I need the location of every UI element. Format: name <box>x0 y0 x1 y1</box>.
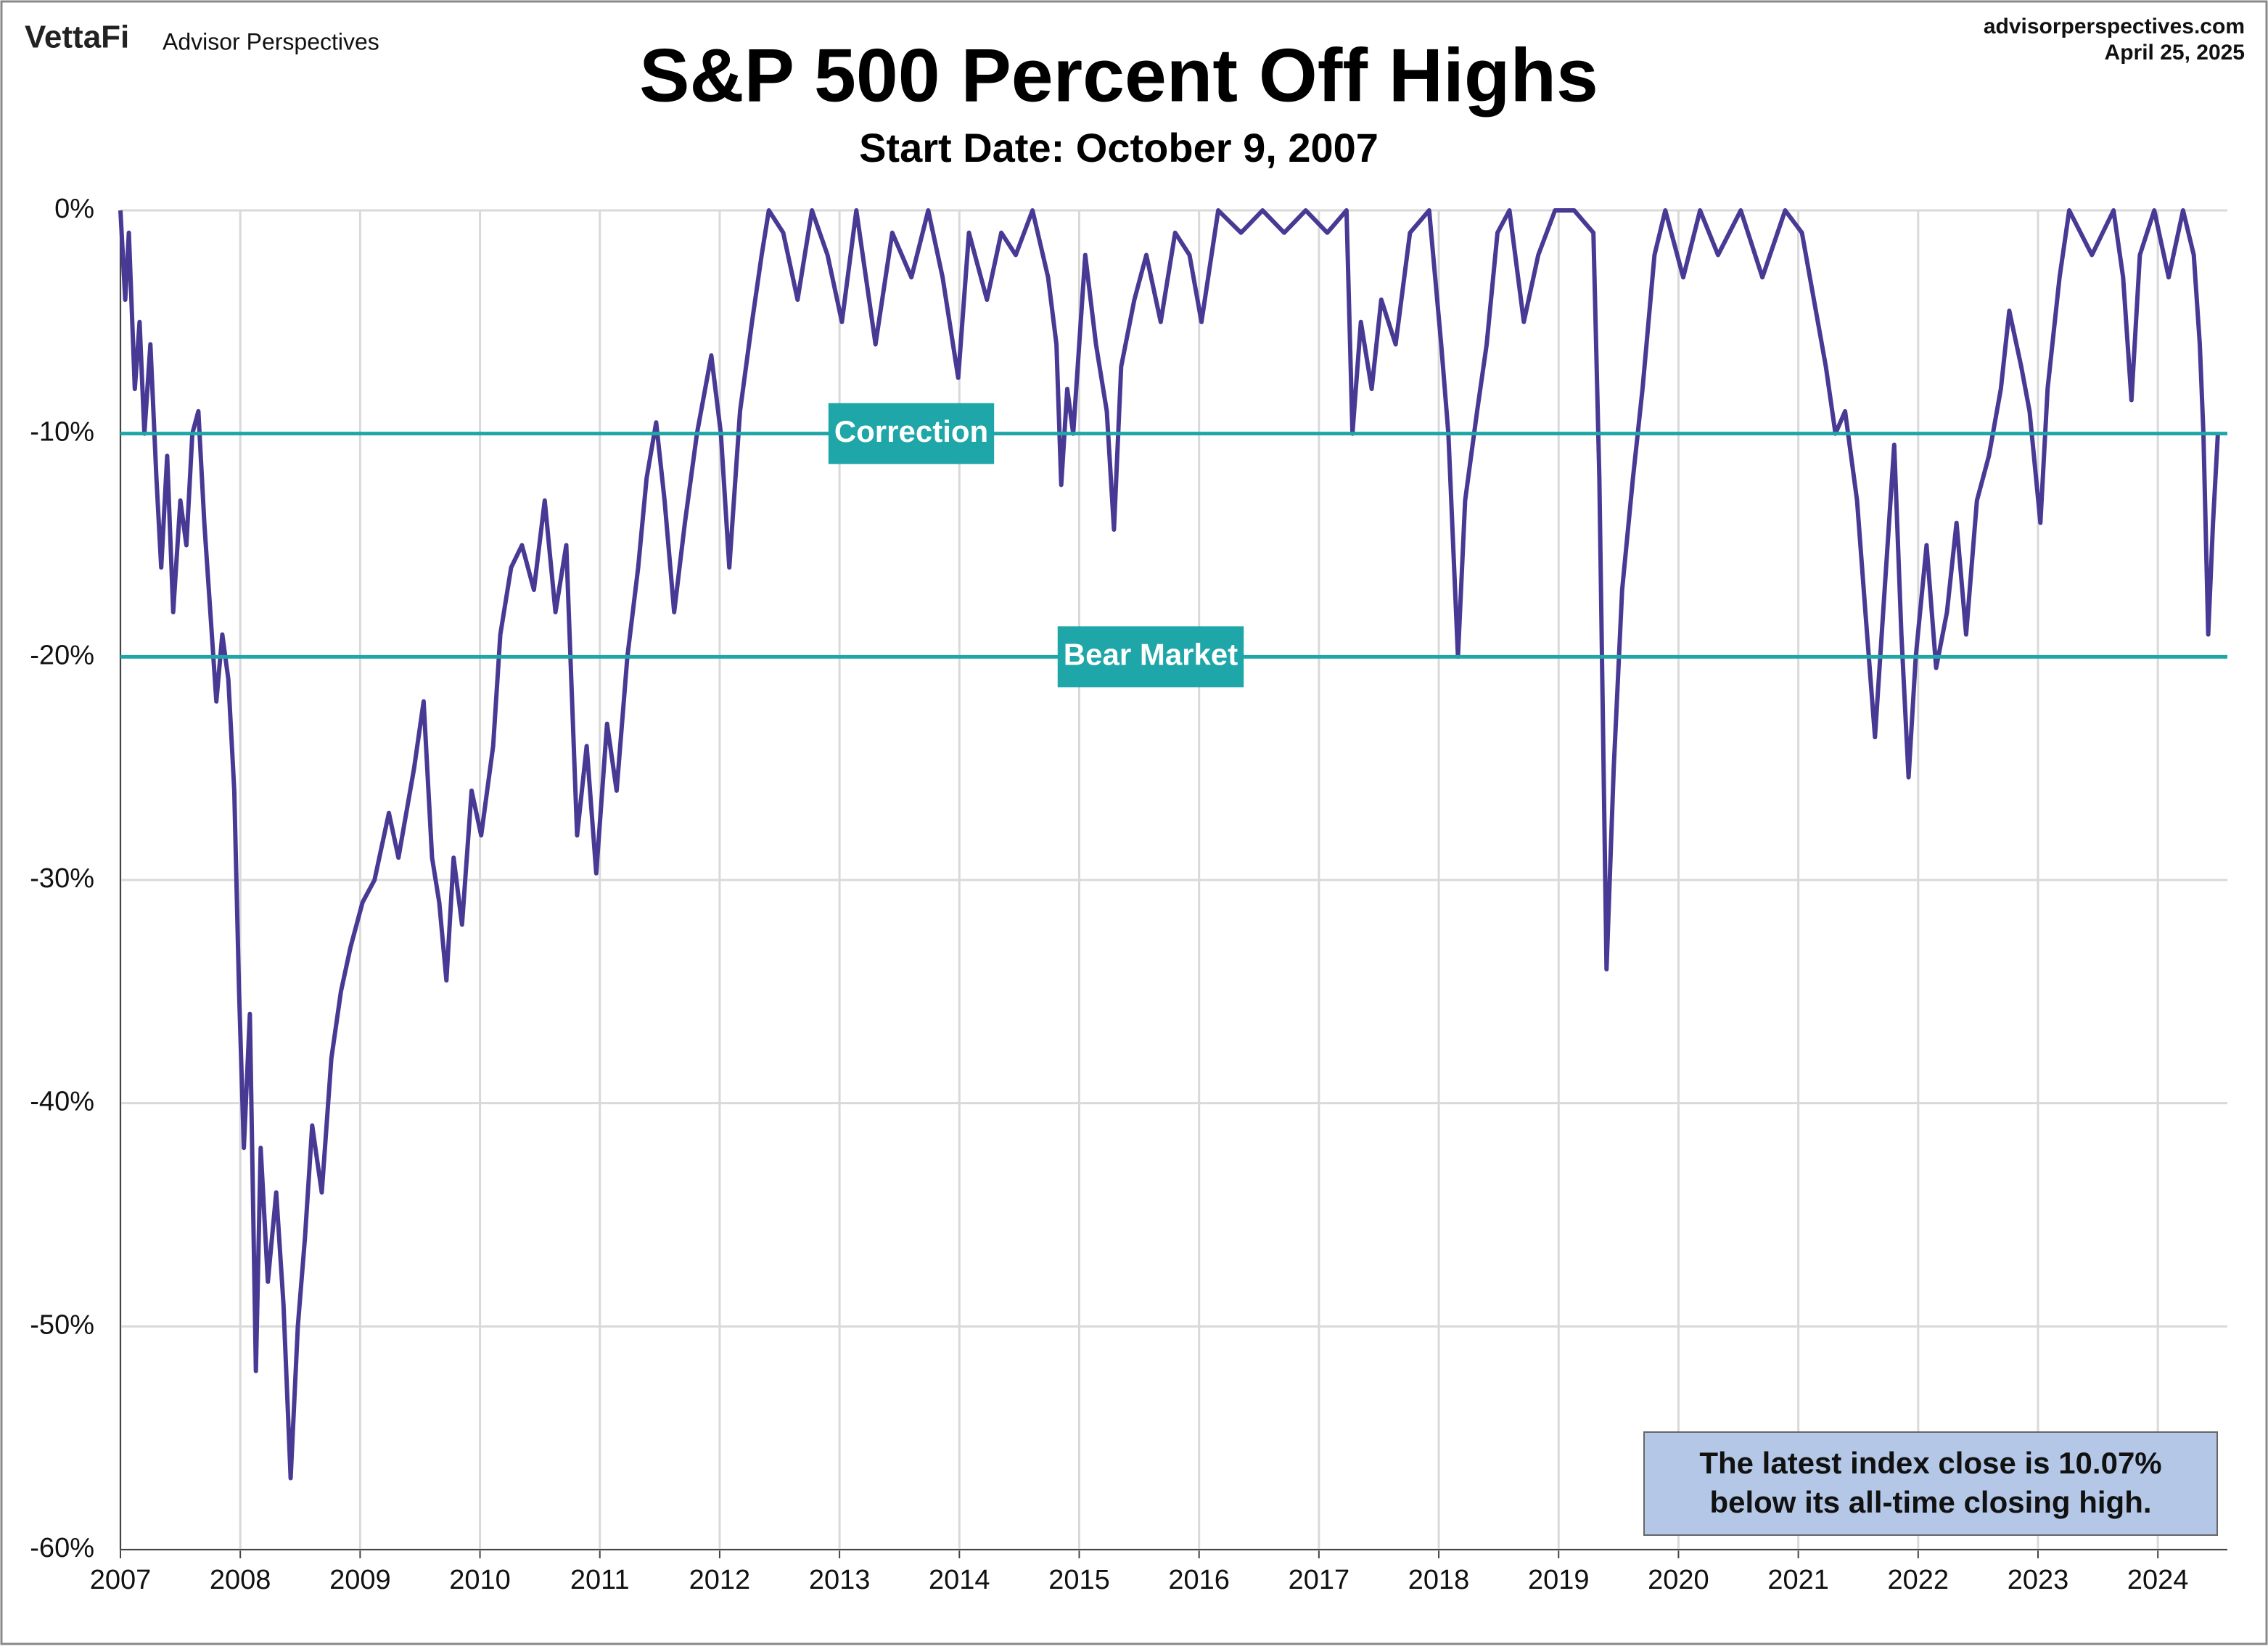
site: advisorperspectives.com <box>1984 15 2245 38</box>
brand: Advisor Perspectives <box>163 28 379 54</box>
y-tick-label: -20% <box>30 640 94 670</box>
x-tick-label: 2013 <box>809 1565 871 1595</box>
x-tick-label: 2016 <box>1168 1565 1230 1595</box>
x-tick-label: 2008 <box>210 1565 271 1595</box>
y-tick-label: -60% <box>30 1533 94 1563</box>
x-tick-label: 2012 <box>689 1565 751 1595</box>
chart-title: S&P 500 Percent Off Highs <box>639 33 1598 118</box>
y-tick-label: -30% <box>30 863 94 894</box>
reference-label: Bear Market <box>1064 637 1238 671</box>
x-tick-label: 2017 <box>1289 1565 1350 1595</box>
chart-subtitle: Start Date: October 9, 2007 <box>859 125 1379 170</box>
x-tick-label: 2015 <box>1048 1565 1110 1595</box>
date: April 25, 2025 <box>2105 41 2245 65</box>
x-tick-label: 2011 <box>570 1565 630 1595</box>
x-tick-label: 2014 <box>929 1565 990 1595</box>
reference-label: Correction <box>834 414 988 448</box>
x-tick-label: 2021 <box>1767 1565 1829 1595</box>
x-tick-label: 2020 <box>1648 1565 1709 1595</box>
x-tick-label: 2024 <box>2127 1565 2189 1595</box>
x-tick-label: 2007 <box>90 1565 152 1595</box>
x-tick-label: 2023 <box>2008 1565 2069 1595</box>
y-tick-label: -40% <box>30 1087 94 1117</box>
labels: 2007 2008 2009 2010 2011 2012 2013 2014 2015 2016… <box>30 194 2218 1595</box>
y-tick-label: 0% <box>54 194 94 224</box>
annotation-text: below its all-time closing high. <box>1709 1485 2151 1519</box>
x-tick-label: 2009 <box>329 1565 391 1595</box>
annotation-text: The latest index close is 10.07% <box>1699 1446 2161 1480</box>
x-tick-label: 2022 <box>1888 1565 1949 1595</box>
annotation-box <box>1643 1431 2218 1536</box>
reference-label-box <box>828 403 995 464</box>
y-tick-label: -50% <box>30 1309 94 1340</box>
y-tick-label: -10% <box>30 417 94 448</box>
x-tick-label: 2018 <box>1408 1565 1470 1595</box>
x-tick-label: 2019 <box>1528 1565 1590 1595</box>
logo: VettaFi <box>25 20 129 55</box>
x-tick-label: 2010 <box>449 1565 511 1595</box>
reference-label-box <box>1057 626 1244 688</box>
data-line <box>118 208 2220 1481</box>
